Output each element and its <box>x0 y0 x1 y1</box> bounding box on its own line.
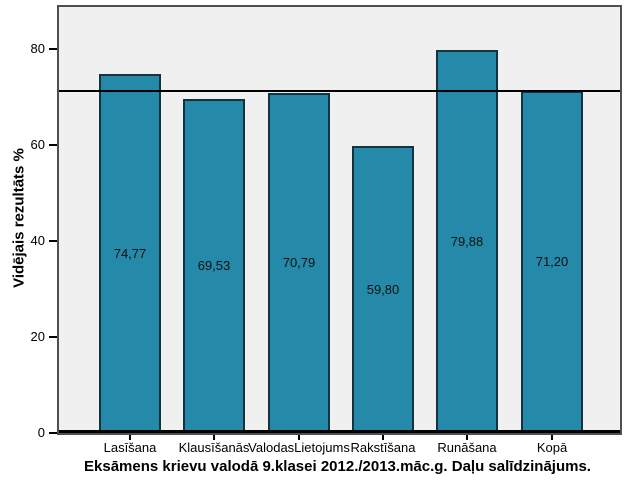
x-category-label: Kopā <box>536 440 568 455</box>
bar-value-label: 71,20 <box>535 254 569 269</box>
y-tick-mark <box>49 144 57 146</box>
y-tick-mark <box>49 48 57 50</box>
bar-value-label: 59,80 <box>366 282 400 297</box>
x-category-label: Runāšana <box>437 440 497 455</box>
y-tick-label: 40 <box>30 233 45 248</box>
bar-value-label: 74,77 <box>113 246 147 261</box>
x-tick-mark <box>551 435 553 440</box>
y-tick-label: 80 <box>30 41 45 56</box>
x-tick-mark <box>129 435 131 440</box>
bar <box>521 91 583 433</box>
x-category-label: Lasīšana <box>103 440 157 455</box>
y-tick-label: 20 <box>30 329 45 344</box>
bar <box>99 74 161 433</box>
plot-area: 74,77 69,53 70,79 59,80 79,88 71,20 <box>57 5 622 435</box>
y-tick-mark <box>49 432 57 434</box>
x-tick-mark <box>382 435 384 440</box>
bar <box>352 146 414 433</box>
bar-value-label: 79,88 <box>450 234 484 249</box>
y-tick-mark <box>49 336 57 338</box>
y-tick-label: 0 <box>37 425 45 440</box>
x-tick-mark <box>298 435 300 440</box>
x-axis-line <box>59 430 620 433</box>
bar-value-label: 70,79 <box>282 255 316 270</box>
chart-title: Eksāmens krievu valodā 9.klasei 2012./20… <box>84 458 591 475</box>
x-tick-mark <box>213 435 215 440</box>
x-category-label: ValodasLietojums <box>248 440 350 455</box>
reference-line <box>59 90 620 92</box>
bar <box>268 93 330 433</box>
y-tick-label: 60 <box>30 137 45 152</box>
bar <box>183 99 245 433</box>
x-category-label: Rakstīšana <box>350 440 416 455</box>
y-tick-mark <box>49 240 57 242</box>
x-tick-mark <box>466 435 468 440</box>
y-axis-title: Vidējais rezultāts % <box>10 148 28 288</box>
x-category-label: Klausīšanās <box>178 440 250 455</box>
bar-value-label: 69,53 <box>197 258 231 273</box>
bar <box>436 50 498 433</box>
